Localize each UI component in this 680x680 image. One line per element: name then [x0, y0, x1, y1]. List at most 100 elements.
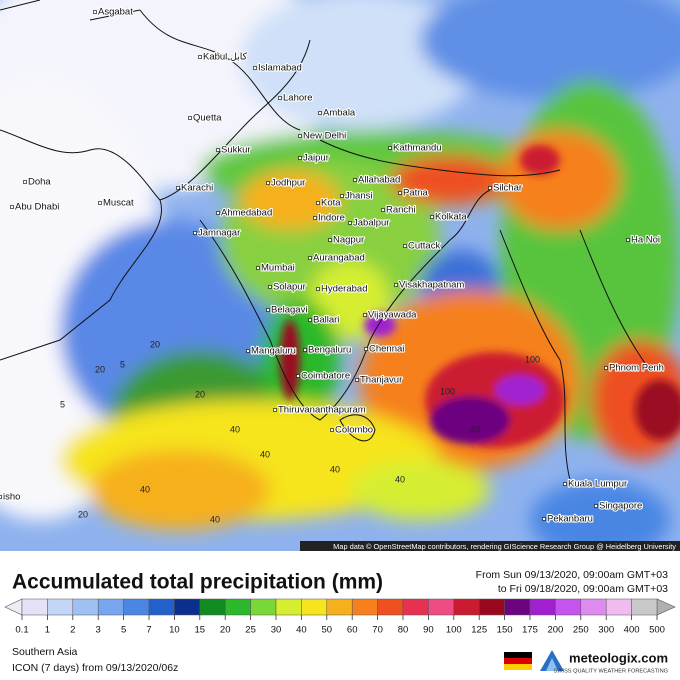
city-marker [604, 366, 608, 370]
city-marker [430, 215, 434, 219]
city-marker [398, 191, 402, 195]
city-label: Asgabat [98, 7, 133, 18]
city-marker [353, 178, 357, 182]
city-label: Ahmedabad [221, 208, 272, 219]
city-label: Kolkata [435, 212, 467, 223]
contour-label: 40 [395, 474, 405, 484]
legend-tick-label: 30 [271, 625, 282, 636]
contour-label: 100 [440, 386, 455, 396]
contour-label: 20 [78, 509, 88, 519]
contour-label: 40 [470, 424, 480, 434]
city-marker [266, 308, 270, 312]
city-label: Karachi [181, 183, 213, 194]
legend-swatch [605, 598, 632, 616]
legend-tick-label: 25 [245, 625, 256, 636]
city-label: New Delhi [303, 131, 346, 142]
legend-swatch [21, 598, 48, 616]
legend-over-arrow [656, 598, 676, 616]
city-marker [298, 156, 302, 160]
legend-swatch [529, 598, 556, 616]
city-label: Kuala Lumpur [568, 479, 627, 490]
city-label: Pekanbaru [547, 514, 593, 525]
city-label: Aurangabad [313, 253, 365, 264]
city-label: Bengaluru [308, 345, 351, 356]
city-label: Ballari [313, 315, 339, 326]
legend-swatch [631, 598, 658, 616]
city-label: Indore [318, 213, 345, 224]
city-label: Jhansi [345, 191, 372, 202]
legend-tick-label: 80 [398, 625, 409, 636]
legend-swatch [555, 598, 582, 616]
contour-label: 40 [330, 464, 340, 474]
legend-tick-label: 70 [372, 625, 383, 636]
city-marker [198, 55, 202, 59]
city-label: Kabul کابل [203, 52, 248, 63]
legend-tick-label: 0.1 [15, 625, 28, 636]
city-labels: Asgabat Kabul کابل Islamabad Lahore Quetta Am… [0, 5, 665, 526]
city-label: Thanjavur [360, 375, 402, 386]
city-label: Muscat [103, 198, 134, 209]
city-marker [298, 134, 302, 138]
city-marker [626, 238, 630, 242]
title: Accumulated total precipitation (mm) [12, 571, 383, 594]
city-marker [176, 186, 180, 190]
legend-swatch [301, 598, 328, 616]
city-label: Patna [403, 188, 429, 199]
map: Asgabat Kabul کابل Islamabad Lahore Quetta Am… [0, 0, 680, 551]
city-label: Visakhapatnam [399, 280, 464, 291]
legend-tick-label: 10 [169, 625, 180, 636]
legend-tick-label: 125 [471, 625, 487, 636]
city-label: Sukkur [221, 145, 251, 156]
city-label: Hyderabad [321, 284, 367, 295]
legend-swatch [148, 598, 175, 616]
city-label: Jabalpur [353, 218, 389, 229]
legend-tick-label: 5 [121, 625, 126, 636]
city-marker [542, 517, 546, 521]
city-marker [316, 287, 320, 291]
city-marker [0, 495, 2, 499]
contour-label: 40 [210, 514, 220, 524]
legend-swatch [377, 598, 404, 616]
city-label: Mumbai [261, 263, 295, 274]
city-label: Lahore [283, 93, 313, 104]
city-marker [216, 148, 220, 152]
city-marker [340, 194, 344, 198]
legend-tick-label: 90 [423, 625, 434, 636]
city-label: Doha [28, 177, 51, 188]
city-label: Kathmandu [393, 143, 442, 154]
city-label: Jaipur [303, 153, 329, 164]
contour-label: 40 [140, 484, 150, 494]
city-marker [388, 146, 392, 150]
city-label: Allahabad [358, 175, 400, 186]
legend-tick-label: 1 [45, 625, 50, 636]
legend-tick-label: 20 [220, 625, 231, 636]
borders [0, 0, 651, 481]
city-marker [328, 238, 332, 242]
city-label: Jodhpur [271, 178, 305, 189]
legend-swatch [199, 598, 226, 616]
city-marker [23, 180, 27, 184]
city-marker [296, 374, 300, 378]
city-label: Ha Noi [631, 235, 660, 246]
legend-tick-label: 60 [347, 625, 358, 636]
contour-labels: 20 20 40 40 40 20 40 100 100 40 40 20 5 5 40 [60, 339, 540, 524]
legend-swatch [224, 598, 251, 616]
city-marker [355, 378, 359, 382]
city-label: Jamnagar [198, 228, 240, 239]
legend-swatch [402, 598, 429, 616]
legend-tick-label: 3 [96, 625, 101, 636]
city-label: Chennai [369, 344, 404, 355]
city-marker [253, 66, 257, 70]
city-marker [394, 283, 398, 287]
city-marker [268, 285, 272, 289]
legend-swatch [275, 598, 302, 616]
city-label: Solapur [273, 282, 306, 293]
legend-tick-label: 300 [598, 625, 614, 636]
city-marker [308, 256, 312, 260]
city-label: isho [3, 492, 20, 503]
city-marker [488, 186, 492, 190]
contour-label: 20 [95, 364, 105, 374]
legend-tick-label: 400 [624, 625, 640, 636]
city-marker [364, 347, 368, 351]
